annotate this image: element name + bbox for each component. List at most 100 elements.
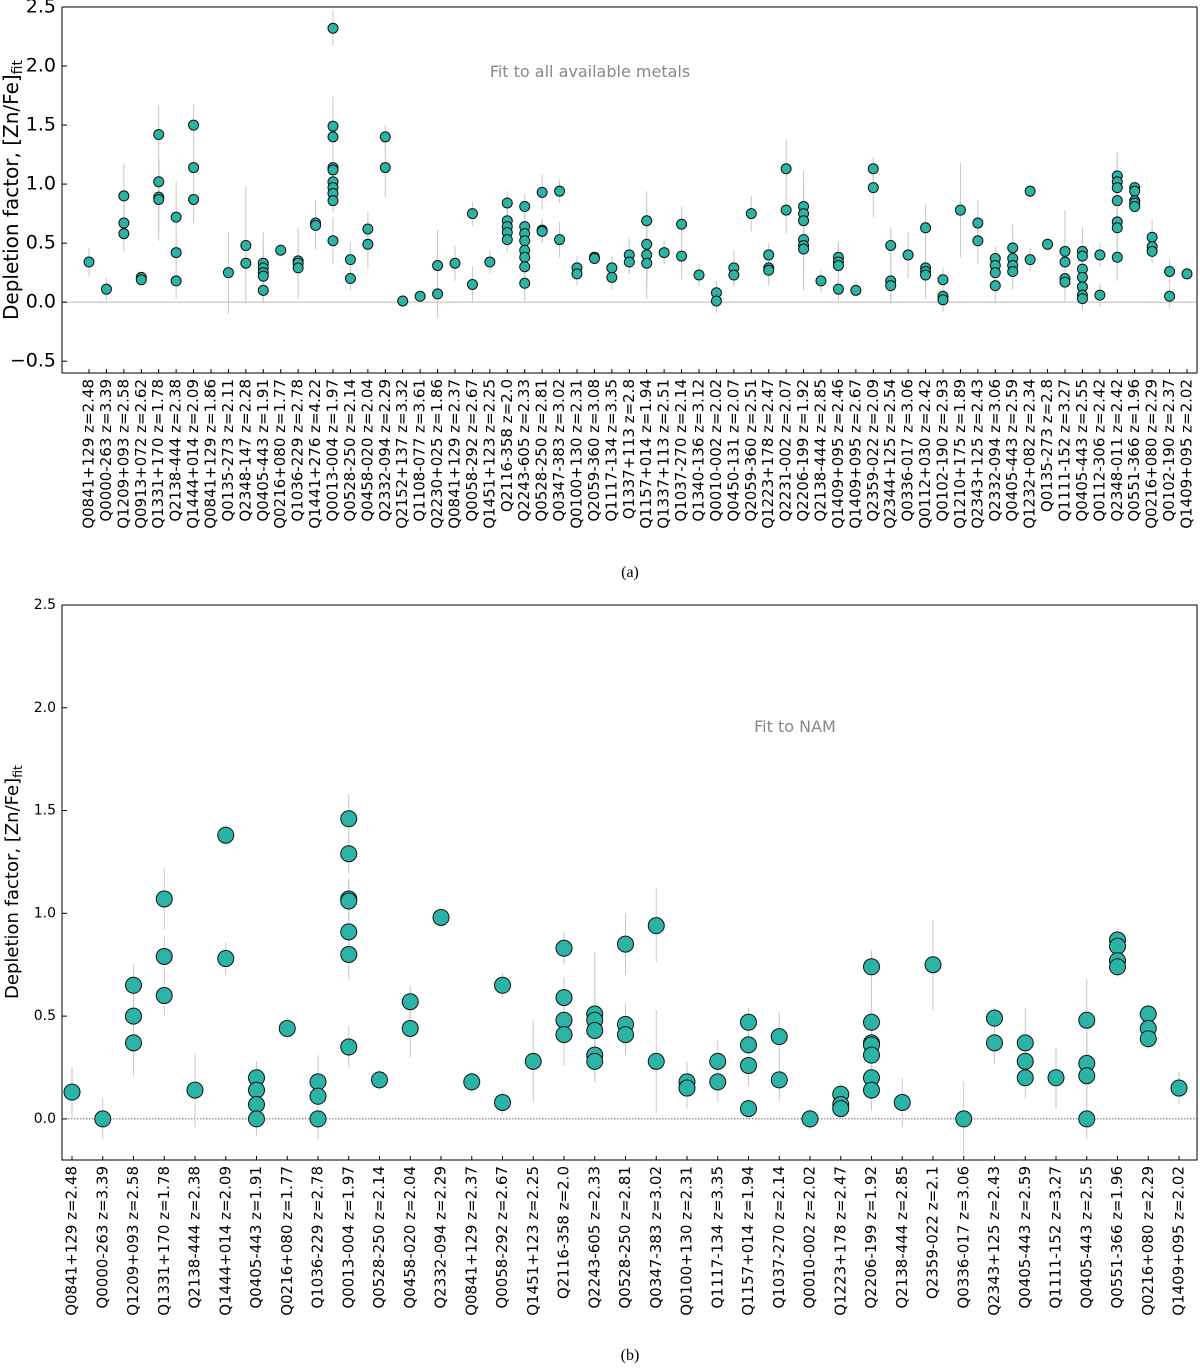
x-tick-label: Q1232+082 z=2.34 [1021, 379, 1039, 529]
data-point [863, 1013, 880, 1031]
x-tick-label: Q1444+014 z=2.09 [216, 1166, 234, 1316]
x-tick-label: Q1037-270 z=2.14 [672, 379, 690, 522]
data-point [1181, 268, 1193, 280]
x-tick-label: Q1210+175 z=1.89 [951, 379, 969, 529]
x-tick-label: Q0841+129 z=2.37 [462, 1166, 480, 1316]
x-tick-label: Q0010-002 z=2.02 [801, 1166, 819, 1309]
data-point [310, 219, 322, 231]
y-tick-label: 2.5 [26, 0, 56, 18]
data-point [309, 1087, 327, 1105]
x-tick-label: Q1223+178 z=2.47 [831, 1166, 849, 1316]
x-tick-label: Q0100+130 z=2.31 [568, 379, 586, 529]
x-tick-label: Q0551-366 z=1.96 [1125, 379, 1143, 522]
data-point [710, 295, 722, 307]
data-point [170, 211, 182, 223]
data-point [1164, 290, 1176, 302]
data-point [125, 976, 142, 994]
data-point [798, 243, 810, 255]
data-point [641, 257, 653, 269]
data-point [972, 217, 984, 229]
x-tick-label: Q2344+125 z=2.54 [881, 379, 899, 529]
x-tick-label: Q0216+080 z=2.29 [1139, 1166, 1157, 1316]
x-tick-label: Q2116-358 z=2.0 [498, 379, 516, 512]
y-tick-label: 1.0 [34, 905, 56, 921]
data-point [278, 1019, 296, 1037]
y-axis-label: Depletion factor, [Zn/Fe]fit [0, 59, 26, 320]
data-point [1078, 1110, 1096, 1128]
x-tick-label: Q1409+095 z=2.02 [1178, 379, 1196, 529]
data-point [188, 119, 200, 131]
data-point [432, 908, 450, 926]
data-point [100, 283, 112, 295]
data-point [902, 249, 914, 261]
data-point [63, 1083, 81, 1101]
x-tick-label: Q1111-152 z=3.27 [1047, 1166, 1065, 1309]
x-tick-label: Q2359-022 z=2.1 [924, 1166, 942, 1299]
data-point [1059, 245, 1071, 257]
data-point [94, 1110, 112, 1128]
data-point [555, 989, 573, 1007]
data-point [1111, 222, 1123, 234]
data-point [248, 1096, 265, 1113]
data-point [709, 1073, 727, 1091]
data-point [863, 1046, 880, 1064]
data-point [1007, 242, 1019, 254]
y-tick-label: 1.5 [34, 803, 56, 819]
data-point [709, 1052, 727, 1070]
caption: (b) [621, 1347, 640, 1364]
x-tick-label: Q0450-131 z=2.07 [724, 379, 742, 522]
x-tick-label: Q0841+129 z=2.37 [446, 379, 464, 529]
data-point [118, 190, 130, 202]
x-tick-label: Q0102-190 z=2.93 [934, 379, 952, 522]
x-tick-label: Q1108-077 z=3.61 [411, 379, 429, 522]
data-point [1146, 231, 1158, 243]
data-point [924, 956, 942, 974]
data-point [728, 269, 740, 281]
data-point [1078, 1011, 1096, 1029]
data-point [1016, 1034, 1034, 1052]
data-point [327, 22, 339, 34]
data-point [867, 182, 879, 194]
data-point [740, 1036, 757, 1054]
data-point [986, 1034, 1003, 1052]
x-tick-label: Q2332-094 z=2.29 [376, 379, 394, 522]
data-point [972, 235, 984, 247]
data-point [501, 197, 513, 209]
x-tick-label: Q1337+113 z=2.51 [655, 379, 673, 529]
y-tick-label: 2.0 [34, 700, 56, 716]
x-tick-label: Q1409+095 z=2.02 [1170, 1166, 1188, 1316]
data-point [188, 162, 200, 174]
data-point [248, 1110, 265, 1128]
x-tick-label: Q2059-360 z=2.51 [742, 379, 760, 522]
data-point [1076, 293, 1088, 305]
data-point [155, 890, 173, 908]
x-tick-label: Q0528-250 z=2.14 [370, 1166, 388, 1309]
x-tick-label: Q1036-229 z=2.78 [289, 379, 307, 522]
y-axis-label-main: Depletion factor, [Zn/Fe] [2, 778, 23, 999]
x-tick-label: Q0458-020 z=2.04 [401, 1166, 419, 1309]
data-point [536, 225, 548, 237]
data-point [1016, 1069, 1034, 1087]
x-tick-label: Q0405-443 z=2.55 [1077, 1166, 1095, 1309]
data-point [466, 208, 478, 220]
data-point [327, 235, 339, 247]
data-point [658, 247, 670, 259]
data-point [153, 129, 165, 141]
data-point [463, 1073, 481, 1091]
x-tick-label: Q0528-250 z=2.14 [341, 379, 359, 522]
x-tick-label: Q0013-004 z=1.97 [324, 379, 342, 522]
data-point [1111, 182, 1123, 194]
y-tick-label: 2.5 [34, 597, 56, 613]
x-tick-label: Q1444+014 z=2.09 [184, 379, 202, 529]
x-tick-label: Q2348-147 z=2.28 [236, 379, 254, 522]
data-point [885, 239, 897, 251]
data-point [623, 256, 635, 268]
data-point [1129, 201, 1141, 213]
data-point [1139, 1005, 1157, 1023]
x-tick-label: Q2332-094 z=3.06 [986, 379, 1004, 522]
data-point [432, 288, 444, 300]
x-tick-label: Q2138-444 z=2.38 [186, 1166, 204, 1309]
data-point [519, 251, 531, 263]
x-tick-label: Q1331+170 z=1.78 [155, 1166, 173, 1316]
data-point [170, 247, 182, 259]
